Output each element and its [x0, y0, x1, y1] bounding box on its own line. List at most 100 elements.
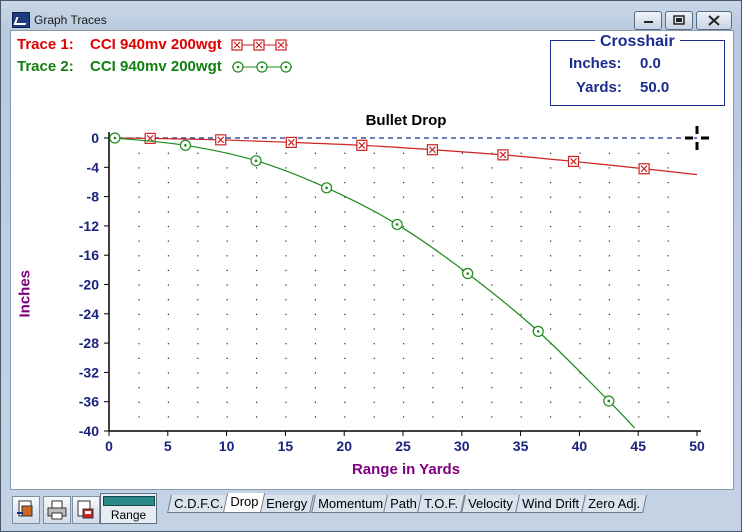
grid-dot	[579, 299, 581, 301]
grid-dot	[491, 313, 493, 315]
grid-dot	[520, 299, 522, 301]
grid-dot	[432, 372, 434, 374]
grid-dot	[491, 181, 493, 184]
grid-dot	[491, 225, 493, 228]
y-tick-label: -32	[79, 364, 99, 380]
grid-dot	[138, 313, 140, 315]
tab-t-o-f[interactable]: T.O.F.	[417, 495, 465, 513]
grid-dot	[491, 167, 493, 169]
grid-dot	[667, 240, 669, 242]
grid-dot	[520, 167, 522, 169]
bottom-toolbar: Range C.D.F.C. Drop Energy Momentum Path T.O.…	[1, 489, 741, 531]
grid-dot	[138, 196, 140, 198]
grid-dot	[403, 240, 405, 242]
grid-dot	[403, 401, 405, 403]
trace-2-marker-dot	[607, 399, 611, 403]
grid-dot	[432, 240, 434, 242]
grid-dot	[167, 269, 169, 272]
grid-dot	[138, 372, 140, 374]
restore-button[interactable]	[665, 11, 693, 30]
grid-dot	[344, 284, 346, 286]
grid-dot	[344, 357, 346, 359]
tab-wind-drift[interactable]: Wind Drift	[515, 495, 586, 513]
grid-dot	[667, 211, 669, 213]
grid-dot	[285, 372, 287, 374]
grid-dot	[491, 196, 493, 198]
grid-dot	[344, 211, 346, 213]
grid-dot	[373, 313, 375, 315]
tab-drop[interactable]: Drop	[222, 493, 266, 513]
grid-dot	[608, 167, 610, 169]
tab-zero-adj[interactable]: Zero Adj.	[581, 495, 647, 513]
grid-dot	[285, 167, 287, 169]
grid-dot	[314, 343, 316, 345]
tab-velocity[interactable]: Velocity	[461, 495, 520, 513]
grid-dot	[344, 299, 346, 301]
grid-dot	[373, 387, 375, 389]
grid-dot	[226, 196, 228, 198]
tab-momentum[interactable]: Momentum	[311, 495, 390, 513]
grid-dot	[197, 372, 199, 374]
grid-dot	[491, 211, 493, 213]
y-tick-label: -28	[79, 335, 99, 351]
y-tick-label: -36	[79, 394, 99, 410]
grid-dot	[256, 343, 258, 345]
grid-dot	[344, 343, 346, 345]
grid-dot	[344, 181, 346, 184]
grid-dot	[491, 357, 493, 359]
crosshair-cursor-icon[interactable]	[685, 126, 709, 150]
trace-2-marker-dot	[395, 223, 399, 226]
y-tick-label: -12	[79, 218, 99, 234]
grid-dot	[432, 387, 434, 389]
grid-dot	[491, 284, 493, 286]
grid-dot	[520, 196, 522, 198]
crosshair-inches-label: Inches:	[569, 55, 622, 72]
grid-dot	[285, 255, 287, 257]
tab-c-d-f-c[interactable]: C.D.F.C.	[167, 495, 231, 513]
grid-dot	[638, 299, 640, 301]
grid-dot	[432, 225, 434, 228]
range-button[interactable]: Range	[100, 493, 157, 524]
grid-dot	[138, 211, 140, 213]
grid-dot	[226, 225, 228, 228]
graph-area[interactable]: Trace 1: CCI 940mv 200wgt Trace 2: CCI 940…	[10, 30, 734, 490]
grid-dot	[373, 343, 375, 345]
grid-dot	[403, 357, 405, 359]
grid-dot	[138, 152, 140, 154]
grid-dot	[638, 343, 640, 345]
grid-dot	[550, 225, 552, 228]
grid-dot	[197, 196, 199, 198]
x-axis-label: Range in Yards	[351, 461, 461, 478]
export-button[interactable]	[12, 496, 40, 524]
grid-dot	[167, 343, 169, 345]
grid-dot	[638, 313, 640, 315]
print-button[interactable]	[43, 496, 71, 524]
grid-dot	[197, 343, 199, 345]
y-tick-label: -20	[79, 277, 99, 293]
grid-dot	[226, 269, 228, 272]
grid-dot	[667, 181, 669, 184]
grid-dot	[197, 299, 199, 301]
y-tick-label: -40	[79, 423, 99, 439]
minimize-button[interactable]	[634, 11, 662, 30]
print-preview-button[interactable]	[72, 496, 100, 524]
grid-dot	[197, 211, 199, 213]
bullet-drop-chart[interactable]: 0 5 10 15 20 25 30 35 40 45 50 0 -4 -8 -12 -16 -20 -24 -28…	[11, 31, 733, 489]
grid-dot	[197, 181, 199, 184]
grid-dot	[608, 225, 610, 228]
grid-dot	[138, 343, 140, 345]
grid-dot	[285, 152, 287, 154]
title-bar[interactable]: Graph Traces	[1, 1, 741, 31]
grid-dot	[403, 255, 405, 257]
grid-dot	[667, 387, 669, 389]
grid-dot	[167, 401, 169, 403]
trace-2-marker-dot	[113, 136, 117, 140]
grid-dot	[608, 343, 610, 345]
close-button[interactable]	[696, 11, 732, 30]
grid-dot	[403, 167, 405, 169]
grid-dot	[138, 416, 140, 418]
grid-dot	[344, 372, 346, 374]
grid-dot	[461, 269, 463, 272]
crosshair-yards-value: 50.0	[640, 79, 670, 96]
tab-energy[interactable]: Energy	[259, 495, 315, 513]
